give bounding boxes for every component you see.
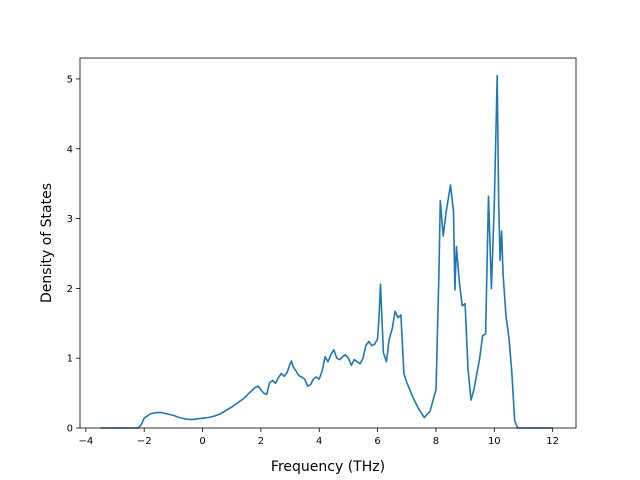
x-tick-label: 0: [199, 436, 205, 447]
x-tick-label: −2: [137, 436, 152, 447]
y-axis-ticks: 0 1 2 3 4 5: [67, 74, 80, 435]
y-tick-label: 2: [67, 284, 73, 295]
y-tick-label: 0: [67, 424, 73, 435]
y-tick-label: 4: [67, 144, 73, 155]
y-tick-label: 3: [67, 214, 73, 225]
x-tick-label: 10: [488, 436, 501, 447]
y-tick-label: 5: [67, 74, 73, 85]
x-tick-label: 6: [374, 436, 380, 447]
x-tick-label: 4: [316, 436, 322, 447]
x-tick-label: −4: [78, 436, 93, 447]
dos-series-line: [100, 74, 553, 429]
y-tick-label: 1: [67, 354, 73, 365]
x-tick-label: 2: [258, 436, 264, 447]
x-axis-label: Frequency (THz): [271, 459, 385, 475]
x-axis-ticks: −4 −2 0 2 4 6 8 10 12: [78, 428, 559, 447]
plot-frame: [79, 57, 577, 429]
y-axis-label: Density of States: [39, 183, 55, 303]
x-tick-label: 12: [546, 436, 559, 447]
x-tick-label: 8: [433, 436, 439, 447]
